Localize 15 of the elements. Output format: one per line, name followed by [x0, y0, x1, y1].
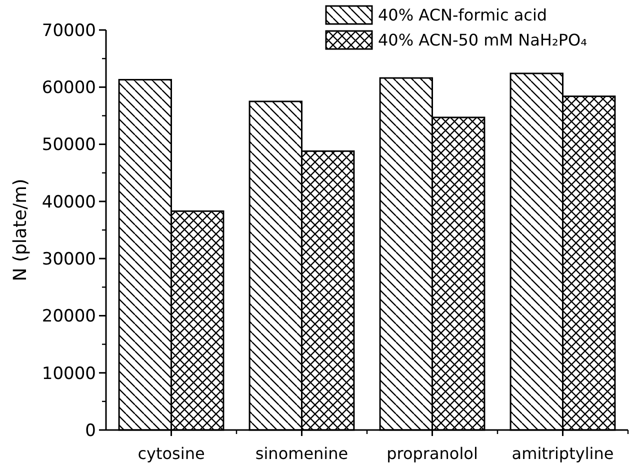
y-tick-label: 40000 [42, 192, 96, 212]
y-axis-title: N (plate/m) [10, 178, 31, 282]
y-tick-label: 0 [85, 420, 96, 441]
x-tick-label: propranolol [386, 444, 478, 463]
y-tick-label: 60000 [42, 78, 96, 98]
y-tick-label: 20000 [42, 306, 96, 327]
y-tick-label: 50000 [42, 135, 96, 156]
legend-label: 40% ACN-formic acid [378, 6, 548, 25]
x-tick-label: cytosine [138, 444, 205, 463]
legend-label: 40% ACN-50 mM NaH₂PO₄ [378, 30, 588, 50]
x-tick-label: amitriptyline [512, 444, 614, 463]
y-tick-label: 70000 [42, 20, 96, 41]
x-tick-label: sinomenine [255, 444, 348, 463]
y-tick-label: 10000 [42, 364, 96, 384]
y-tick-label: 30000 [42, 250, 96, 270]
